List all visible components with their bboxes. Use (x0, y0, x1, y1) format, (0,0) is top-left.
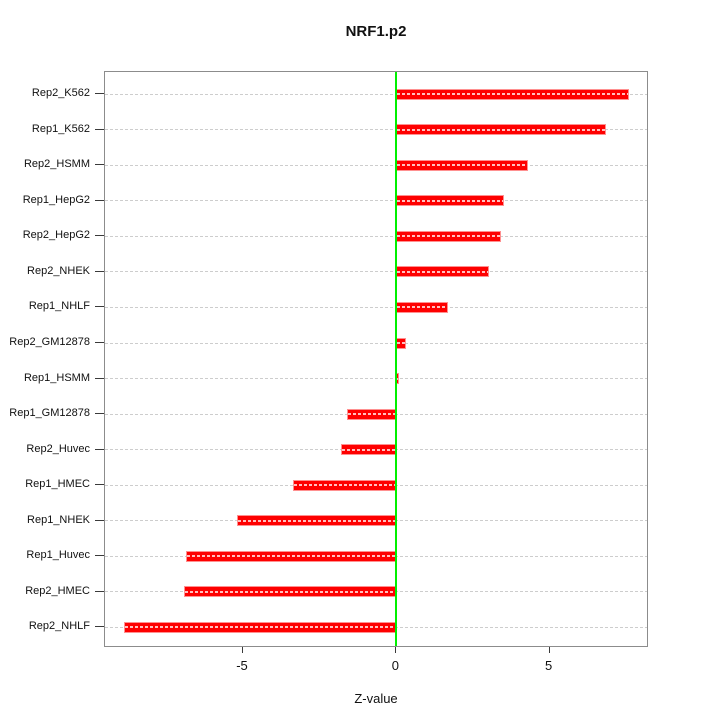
bar (185, 550, 397, 562)
y-axis-label: Rep1_HMEC (25, 478, 90, 491)
bar (184, 586, 397, 598)
bar (346, 408, 397, 420)
bar (396, 301, 448, 313)
bar-grid-overlay (397, 199, 504, 202)
bar-grid-overlay (185, 590, 396, 593)
y-axis-label: Rep1_GM12878 (9, 407, 90, 420)
y-tick (95, 199, 104, 201)
bar-grid-overlay (397, 270, 489, 273)
y-tick (95, 590, 104, 592)
grid-line (105, 271, 647, 273)
y-axis-label: Rep2_Huvec (26, 442, 90, 455)
y-axis-label: Rep2_NHLF (28, 620, 90, 633)
y-tick (95, 555, 104, 557)
y-axis-label: Rep1_NHEK (27, 513, 90, 526)
x-tick (241, 647, 243, 653)
y-axis-label: Rep2_GM12878 (9, 336, 90, 348)
chart-title: NRF1.p2 (345, 23, 407, 40)
bar-grid-overlay (186, 555, 396, 558)
zero-line (395, 72, 398, 646)
y-tick (95, 484, 104, 486)
y-tick (95, 626, 104, 628)
y-tick (95, 342, 104, 343)
bar (396, 266, 490, 278)
y-tick (95, 377, 104, 379)
x-tick (395, 647, 397, 653)
y-tick (95, 519, 104, 521)
y-tick (95, 128, 104, 130)
bar-grid-overlay (125, 626, 396, 629)
y-tick (95, 306, 104, 308)
grid-line (105, 129, 647, 131)
y-tick (95, 413, 104, 415)
grid-line (105, 306, 647, 308)
x-tick-label: 5 (545, 658, 553, 673)
y-axis-label: Rep1_Huvec (26, 549, 90, 562)
grid-line (105, 235, 647, 237)
grid-line (105, 93, 647, 95)
bar-grid-overlay (397, 93, 629, 96)
bar (396, 159, 528, 171)
y-tick (95, 235, 104, 237)
bar-grid-overlay (397, 342, 405, 344)
y-axis-label: Rep2_K562 (31, 87, 90, 100)
bar (236, 515, 397, 527)
bar-grid-overlay (397, 164, 527, 167)
bar (396, 195, 505, 207)
x-tick-label: 0 (391, 658, 399, 673)
bar (292, 479, 397, 491)
x-tick (548, 647, 550, 653)
bar-grid-overlay (237, 519, 396, 522)
y-axis-label: Rep1_HSMM (23, 371, 90, 384)
grid-line (105, 164, 647, 166)
y-axis-label: Rep1_K562 (31, 122, 90, 135)
y-tick (95, 164, 104, 166)
bar-grid-overlay (397, 235, 501, 238)
y-tick (95, 270, 104, 272)
y-axis-label: Rep2_NHEK (27, 264, 90, 277)
bar-grid-overlay (347, 413, 396, 416)
bar (340, 444, 397, 456)
plot-area (104, 71, 648, 647)
y-axis-label: Rep1_NHLF (28, 300, 90, 313)
grid-line (105, 342, 647, 344)
bar-grid-overlay (341, 448, 396, 451)
bar (396, 337, 406, 349)
bar-grid-overlay (397, 128, 605, 131)
y-tick (95, 93, 104, 95)
bar-grid-overlay (397, 377, 399, 380)
y-tick (95, 448, 104, 450)
bar (396, 88, 630, 100)
grid-line (105, 378, 647, 380)
x-tick-label: -5 (236, 658, 248, 673)
bar (396, 124, 606, 136)
bar (124, 621, 397, 633)
bar (396, 230, 502, 242)
bar-grid-overlay (397, 306, 447, 309)
y-axis-label: Rep2_HSMM (23, 158, 90, 171)
bar-grid-overlay (293, 484, 396, 487)
y-axis-label: Rep1_HepG2 (22, 193, 90, 206)
y-axis-label: Rep2_HMEC (25, 584, 90, 597)
x-axis-title: Z-value (354, 691, 398, 706)
y-axis-label: Rep2_HepG2 (22, 229, 90, 242)
grid-line (105, 200, 647, 202)
